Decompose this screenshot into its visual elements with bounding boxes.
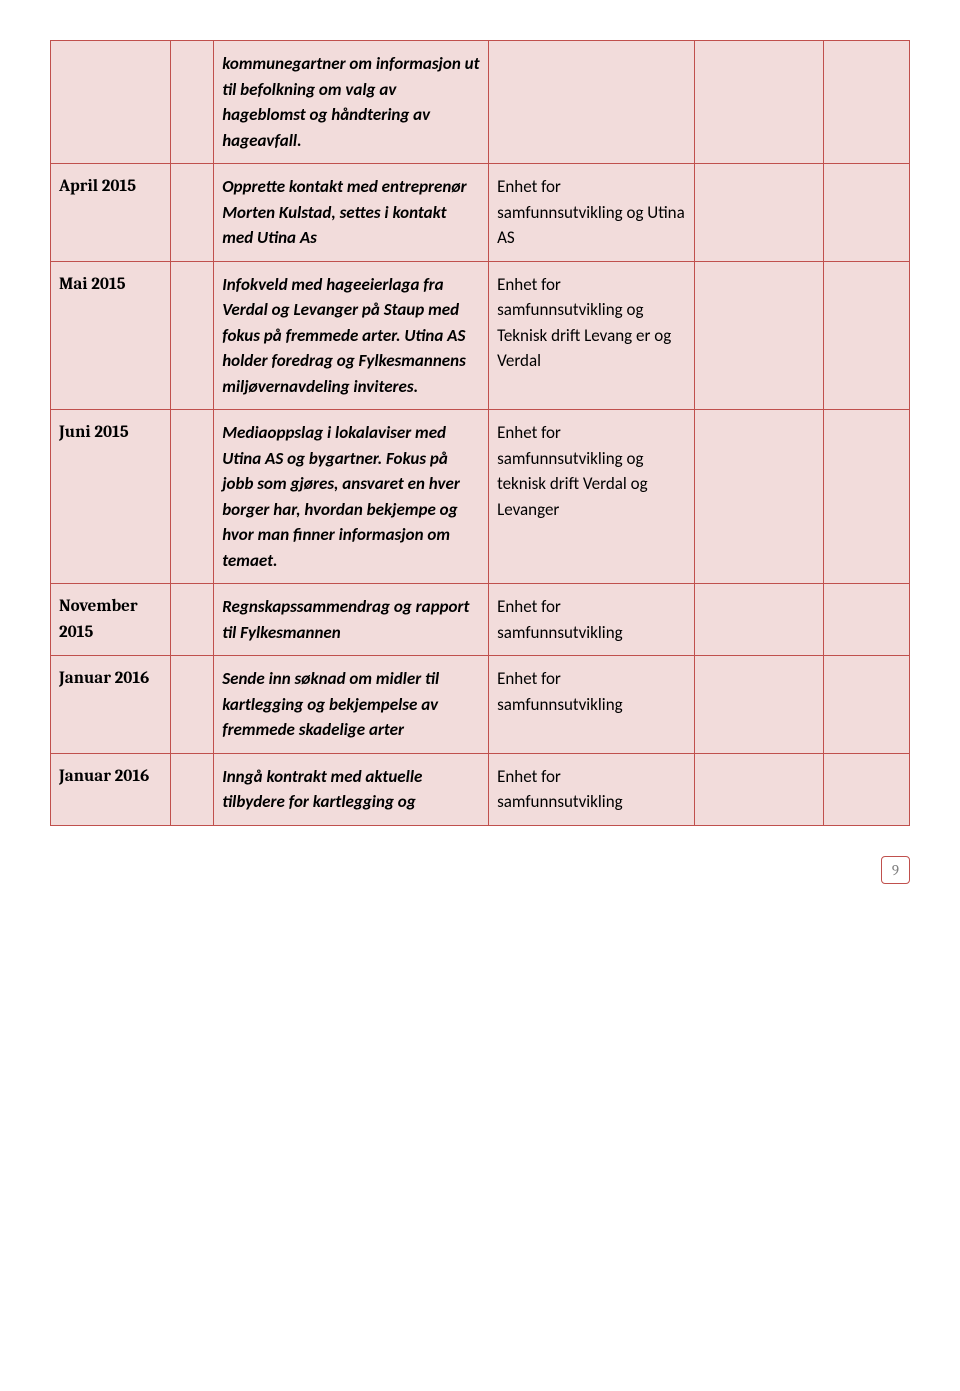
cell-empty — [171, 261, 214, 410]
table-row: kommunegartner om informasjon ut til bef… — [51, 41, 910, 164]
cell-empty — [695, 261, 824, 410]
cell-responsible: Enhet for samfunnsutvikling og Utina AS — [489, 164, 695, 262]
cell-empty — [695, 41, 824, 164]
cell-empty — [171, 41, 214, 164]
cell-activity: Opprette kontakt med entreprenør Morten … — [214, 164, 489, 262]
cell-empty — [695, 753, 824, 825]
cell-empty — [695, 410, 824, 584]
cell-period: Mai 2015 — [51, 261, 171, 410]
cell-period — [51, 41, 171, 164]
cell-period: Juni 2015 — [51, 410, 171, 584]
cell-empty — [171, 410, 214, 584]
cell-responsible — [489, 41, 695, 164]
cell-responsible: Enhet for samfunnsutvikling og Teknisk d… — [489, 261, 695, 410]
cell-responsible: Enhet for samfunnsutvikling og teknisk d… — [489, 410, 695, 584]
table-row: Mai 2015 Infokveld med hageeierlaga fra … — [51, 261, 910, 410]
cell-empty — [824, 261, 910, 410]
cell-empty — [824, 584, 910, 656]
table-row: November 2015 Regnskapssammendrag og rap… — [51, 584, 910, 656]
cell-empty — [171, 753, 214, 825]
cell-empty — [695, 164, 824, 262]
cell-empty — [824, 164, 910, 262]
cell-activity: Infokveld med hageeierlaga fra Verdal og… — [214, 261, 489, 410]
cell-activity: Regnskapssammendrag og rapport til Fylke… — [214, 584, 489, 656]
cell-empty — [171, 584, 214, 656]
table-row: Januar 2016 Inngå kontrakt med aktuelle … — [51, 753, 910, 825]
cell-period: Januar 2016 — [51, 753, 171, 825]
table-row: Januar 2016 Sende inn søknad om midler t… — [51, 656, 910, 754]
cell-activity: kommunegartner om informasjon ut til bef… — [214, 41, 489, 164]
table-body: kommunegartner om informasjon ut til bef… — [51, 41, 910, 826]
cell-activity: Mediaoppslag i lokalaviser med Utina AS … — [214, 410, 489, 584]
cell-responsible: Enhet for samfunnsutvikling — [489, 753, 695, 825]
cell-empty — [695, 656, 824, 754]
cell-period: April 2015 — [51, 164, 171, 262]
cell-responsible: Enhet for samfunnsutvikling — [489, 584, 695, 656]
page-number: 9 — [881, 856, 910, 884]
cell-empty — [824, 656, 910, 754]
cell-empty — [824, 410, 910, 584]
table-row: April 2015 Opprette kontakt med entrepre… — [51, 164, 910, 262]
cell-empty — [171, 164, 214, 262]
cell-activity: Sende inn søknad om midler til kartleggi… — [214, 656, 489, 754]
cell-empty — [824, 41, 910, 164]
table-row: Juni 2015 Mediaoppslag i lokalaviser med… — [51, 410, 910, 584]
cell-responsible: Enhet for samfunnsutvikling — [489, 656, 695, 754]
cell-period: November 2015 — [51, 584, 171, 656]
cell-activity: Inngå kontrakt med aktuelle tilbydere fo… — [214, 753, 489, 825]
cell-empty — [695, 584, 824, 656]
cell-empty — [171, 656, 214, 754]
cell-empty — [824, 753, 910, 825]
schedule-table: kommunegartner om informasjon ut til bef… — [50, 40, 910, 826]
cell-period: Januar 2016 — [51, 656, 171, 754]
